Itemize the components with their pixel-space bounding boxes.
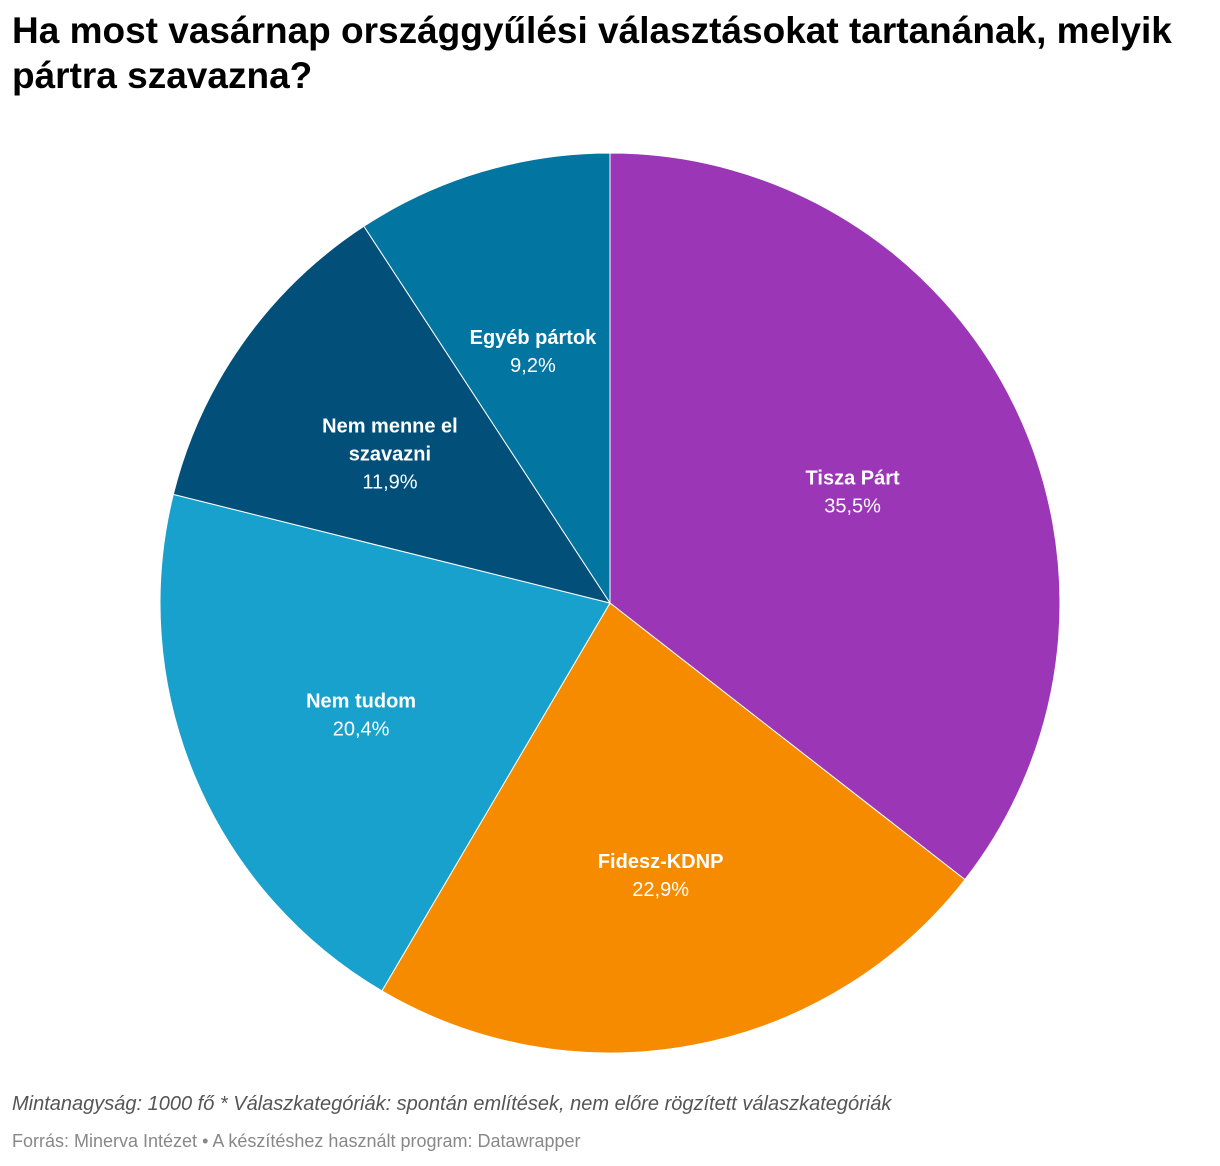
pie-slice-1	[381, 602, 966, 1054]
slice-category-label: Tisza Párt	[806, 467, 900, 489]
slice-label-2: Nem tudom 20,4%	[306, 691, 416, 741]
pie-slice-2	[159, 493, 611, 992]
pie-slice-0	[609, 152, 1061, 881]
slice-value-label: 22,9%	[632, 879, 689, 901]
slice-value-label: 11,9%	[362, 472, 417, 494]
slice-category-label: Nem tudom	[306, 691, 416, 713]
footer-note: Mintanagyság: 1000 fő * Válaszkategóriák…	[12, 1093, 892, 1115]
chart-title: Ha most vasárnap országgyűlési választás…	[12, 10, 1172, 96]
slice-category-label: szavazni	[349, 444, 431, 466]
slice-label-3: Nem menne el szavazni 11,9%	[322, 416, 458, 494]
slice-value-label: 35,5%	[824, 495, 881, 517]
pie-slice-4	[363, 152, 611, 605]
slice-value-label: 9,2%	[510, 355, 556, 377]
footer-source: Forrás: Minerva Intézet • A készítéshez …	[12, 1131, 581, 1151]
slice-label-0: Tisza Párt 35,5%	[806, 467, 900, 517]
slice-label-4: Egyéb pártok 9,2%	[470, 327, 598, 377]
slice-value-label: 20,4%	[333, 719, 390, 741]
slice-category-label: Fidesz-KDNP	[598, 851, 724, 873]
pie-slice-3	[172, 225, 612, 604]
slice-category-label: Egyéb pártok	[470, 327, 598, 349]
slice-category-label: Nem menne el	[322, 416, 458, 438]
slice-label-1: Fidesz-KDNP 22,9%	[598, 851, 724, 901]
